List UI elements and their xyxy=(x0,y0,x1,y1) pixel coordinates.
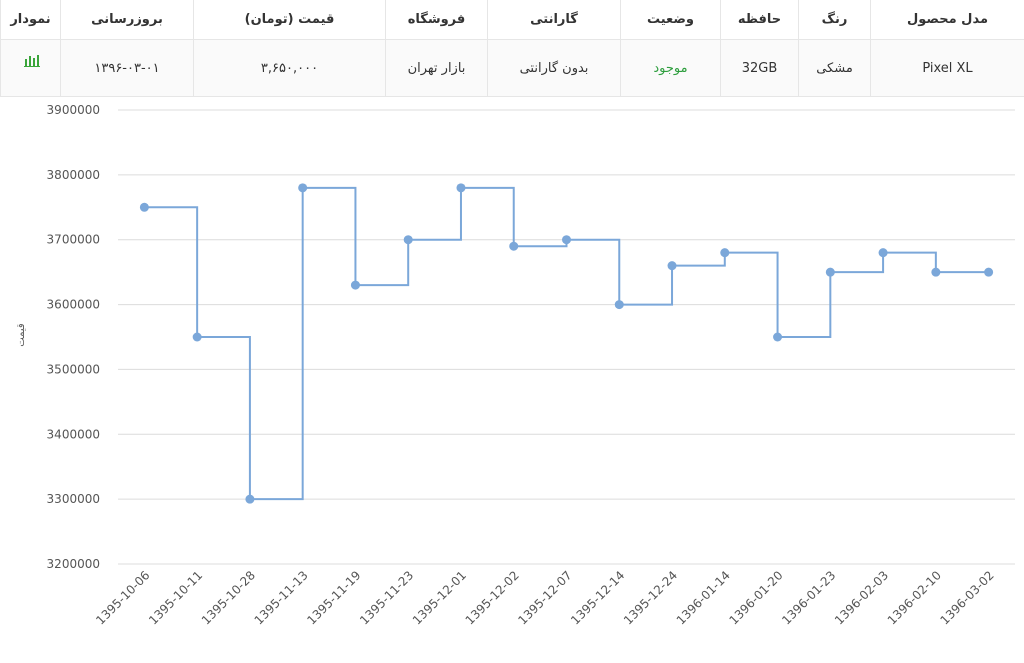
chart: قیمت 3200000 3300000 3400000 3500000 3600000… xyxy=(16,103,1015,627)
data-point xyxy=(773,332,783,342)
data-point xyxy=(931,267,941,277)
data-point xyxy=(825,267,835,277)
x-tick-label: 1395-11-19 xyxy=(304,568,363,627)
table-cell: بدون گارانتی xyxy=(487,40,620,97)
data-point xyxy=(139,202,149,212)
y-tick-label: 3200000 xyxy=(47,557,100,571)
x-tick-label: 1396-01-20 xyxy=(726,568,785,627)
data-point xyxy=(562,235,571,245)
y-axis-label: قیمت xyxy=(16,323,27,347)
y-tick-label: 3600000 xyxy=(47,298,100,312)
x-tick-label: 1395-12-07 xyxy=(515,568,574,627)
x-tick-label: 1396-01-23 xyxy=(779,568,838,627)
x-tick-label: 1395-11-23 xyxy=(357,568,416,627)
data-point xyxy=(667,261,677,271)
table-cell: بازار تهران xyxy=(385,40,487,97)
x-tick-label: 1395-12-01 xyxy=(410,568,469,627)
step-line xyxy=(144,186,989,501)
x-tick-label: 1395-10-11 xyxy=(146,568,205,627)
x-tick-label: 1395-12-02 xyxy=(463,568,522,627)
x-tick-label: 1395-10-28 xyxy=(199,568,258,627)
y-tick-label: 3700000 xyxy=(47,233,100,247)
y-tick-label: 3500000 xyxy=(47,362,100,376)
column-header: رنگ xyxy=(798,0,870,40)
table-cell: مشکی xyxy=(798,40,870,97)
x-tick-label: 1396-02-10 xyxy=(885,568,944,627)
data-point xyxy=(984,267,994,277)
data-point xyxy=(878,248,888,258)
table-cell: Pixel XL xyxy=(870,40,1024,97)
column-header: وضعیت xyxy=(620,0,720,40)
column-header: گارانتی xyxy=(487,0,620,40)
data-point xyxy=(509,241,519,251)
y-tick-label: 3900000 xyxy=(47,103,100,117)
table-cell: ۱۳۹۶-۰۳-۰۱ xyxy=(60,40,193,97)
data-point xyxy=(298,183,308,193)
column-header: مدل محصول xyxy=(870,0,1024,40)
column-header: فروشگاه xyxy=(385,0,487,40)
column-header: قیمت (تومان) xyxy=(193,0,385,40)
table-cell: 32GB xyxy=(720,40,798,97)
column-header: بروزرسانی xyxy=(60,0,193,40)
y-tick-label: 3800000 xyxy=(47,168,100,182)
table-cell: ۳,۶۵۰,۰۰۰ xyxy=(193,40,385,97)
x-tick-label: 1395-12-24 xyxy=(621,568,680,627)
data-point xyxy=(350,280,360,290)
table-cell: موجود xyxy=(620,40,720,97)
x-tick-label: 1395-12-14 xyxy=(568,568,627,627)
data-point xyxy=(456,183,466,193)
y-tick-label: 3300000 xyxy=(47,492,100,506)
data-point xyxy=(192,332,202,342)
column-header: نمودار xyxy=(0,0,60,40)
x-tick-label: 1396-02-03 xyxy=(832,568,891,627)
x-tick-label: 1396-01-14 xyxy=(674,568,733,627)
data-point xyxy=(614,300,624,310)
y-tick-label: 3400000 xyxy=(47,427,100,441)
icon-cell xyxy=(0,40,60,97)
data-point xyxy=(245,494,255,504)
column-header: حافظه xyxy=(720,0,798,40)
x-tick-label: 1396-03-02 xyxy=(938,568,997,627)
data-point xyxy=(720,248,730,258)
data-point xyxy=(403,235,413,245)
x-tick-label: 1395-10-06 xyxy=(93,568,152,627)
x-tick-label: 1395-11-13 xyxy=(252,568,311,627)
chart-icon[interactable] xyxy=(24,53,40,67)
